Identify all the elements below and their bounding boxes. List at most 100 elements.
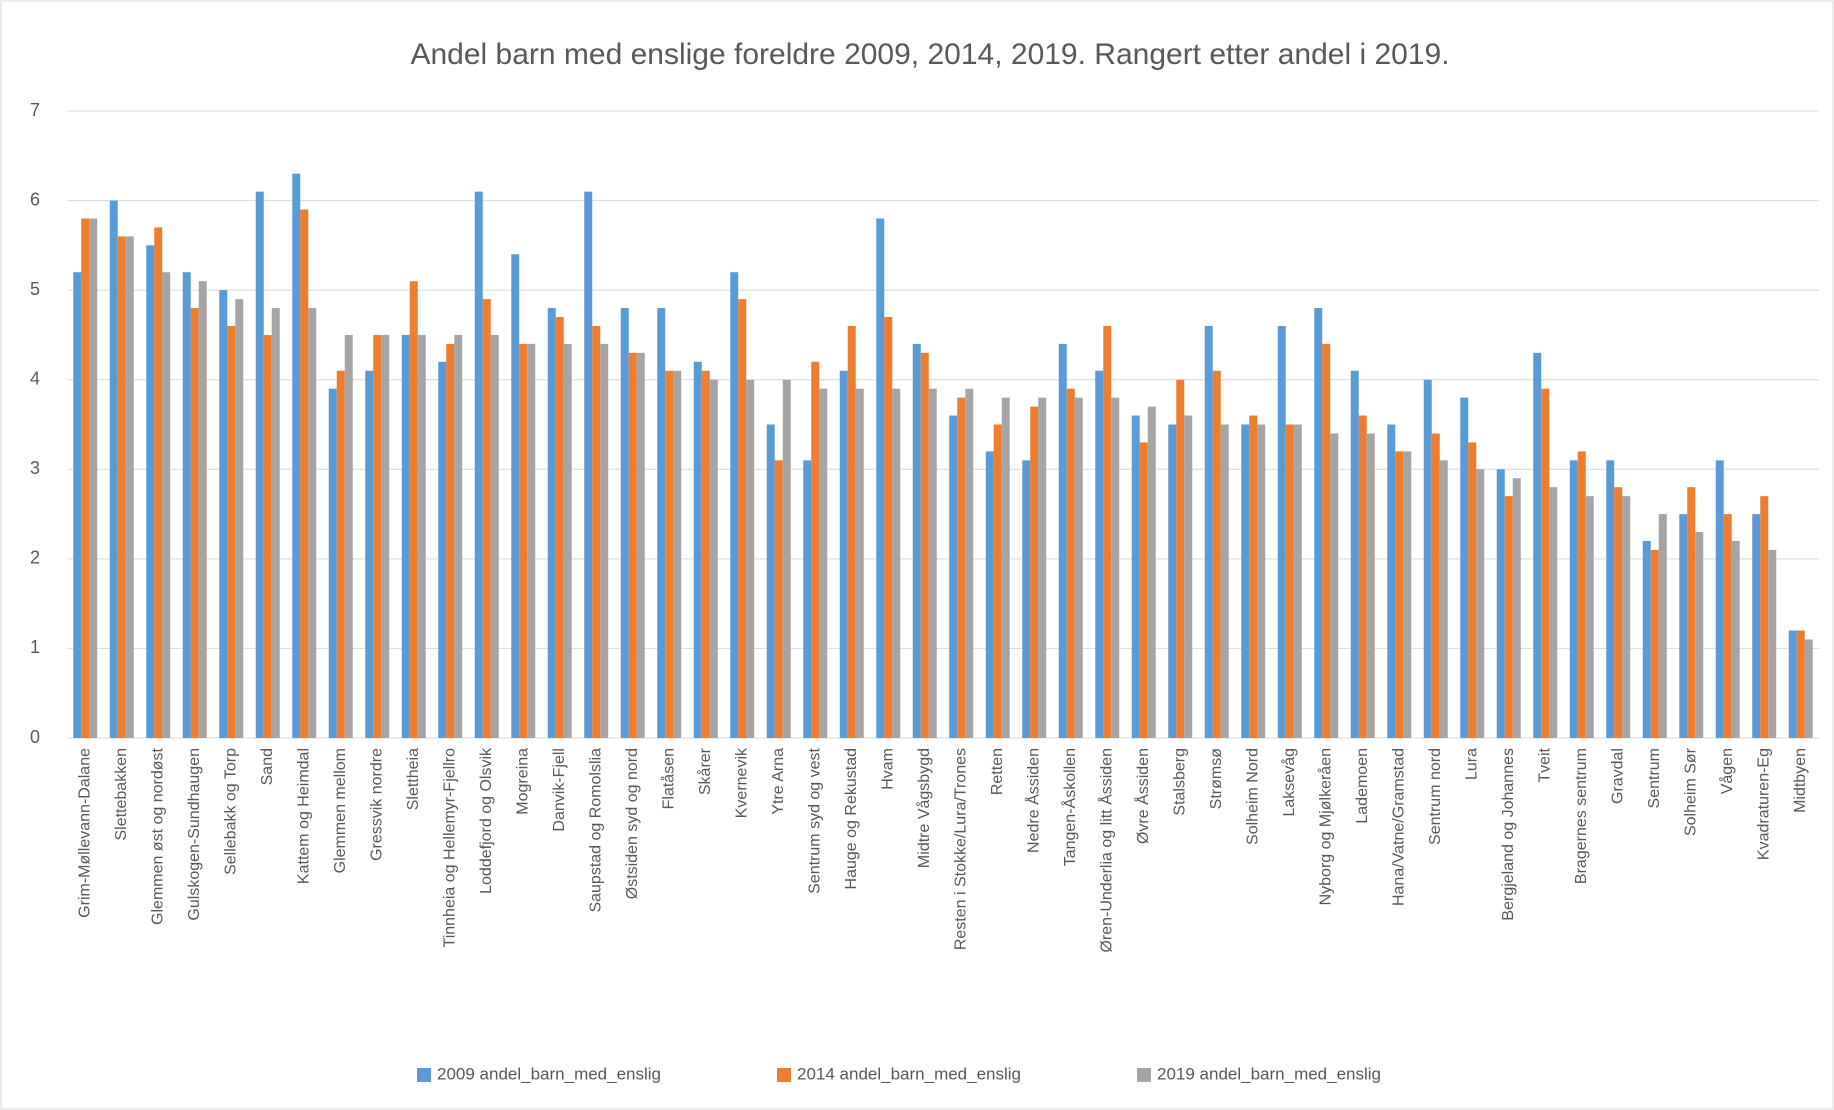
bar xyxy=(1476,469,1485,738)
bar xyxy=(1395,451,1404,738)
bar xyxy=(438,361,447,738)
bar xyxy=(782,379,791,738)
bar xyxy=(993,424,1002,738)
bar xyxy=(766,424,775,738)
bar xyxy=(1658,514,1667,738)
bar xyxy=(673,370,682,738)
x-tick-label: Sand xyxy=(259,748,276,785)
bar xyxy=(1614,487,1623,738)
bar xyxy=(519,343,528,738)
bar xyxy=(1804,639,1813,738)
x-tick-label: Danvik-Fjell xyxy=(551,748,568,832)
bar xyxy=(928,388,937,738)
bar xyxy=(308,308,317,738)
bar xyxy=(365,370,374,738)
x-tick-label: Saupstad og Romolslia xyxy=(587,748,604,913)
bar xyxy=(146,245,155,738)
bar xyxy=(1504,496,1513,738)
bar xyxy=(117,236,126,738)
x-tick-label: Stalsberg xyxy=(1171,748,1188,816)
bar xyxy=(300,209,309,738)
bar xyxy=(1679,514,1688,738)
bar xyxy=(1241,424,1250,738)
bar xyxy=(401,334,410,738)
x-tick-label: Lura xyxy=(1463,748,1480,780)
bar xyxy=(949,415,958,738)
bar xyxy=(1533,352,1542,738)
x-tick-label: Solheim Nord xyxy=(1244,748,1261,845)
x-tick-label: Øren-Underlia og litt Åssiden xyxy=(1096,748,1115,953)
legend-label: 2014 andel_barn_med_enslig xyxy=(797,1064,1021,1083)
bar xyxy=(474,191,483,739)
x-tick-label: Nyborg og Mjølkeråen xyxy=(1316,748,1334,905)
x-tick-label: Sentrum syd og vest xyxy=(806,747,823,893)
bar xyxy=(592,325,601,738)
bar xyxy=(1796,630,1805,738)
y-tick-label: 3 xyxy=(30,458,40,478)
bar xyxy=(1431,433,1440,738)
legend-swatch xyxy=(417,1068,431,1082)
bar xyxy=(1074,397,1083,738)
bar xyxy=(746,379,755,738)
bar xyxy=(1366,433,1375,738)
bar xyxy=(774,460,783,738)
bar xyxy=(1184,415,1193,738)
bar xyxy=(555,317,564,738)
bar xyxy=(1512,478,1521,738)
x-tick-label: Hauge og Rekustad xyxy=(843,748,860,889)
bar xyxy=(1257,424,1266,738)
bar xyxy=(912,343,921,738)
bar xyxy=(219,290,228,738)
x-tick-label: Solheim Sør xyxy=(1682,747,1699,836)
bar xyxy=(1423,379,1432,738)
bar xyxy=(1168,424,1177,738)
bar xyxy=(190,308,199,738)
bar xyxy=(373,334,382,738)
bar xyxy=(1350,370,1359,738)
x-tick-label: Ytre Arna xyxy=(770,748,787,815)
x-tick-label: Midtre Vågsbygd xyxy=(915,748,933,868)
bar xyxy=(600,343,609,738)
bar xyxy=(839,370,848,738)
bar xyxy=(1022,460,1031,738)
bar xyxy=(1314,308,1323,738)
x-tick-label: Slettheia xyxy=(405,748,422,810)
bar xyxy=(884,317,893,738)
x-tick-label: Glemmen mellom xyxy=(332,748,349,873)
bar xyxy=(73,272,82,738)
bar xyxy=(1293,424,1302,738)
bar xyxy=(409,281,418,738)
bar xyxy=(1723,514,1732,738)
x-tick-label: Lademoen xyxy=(1354,748,1371,824)
bar xyxy=(1358,415,1367,738)
x-tick-label: Tinnheia og Hellemyr-Fjellro xyxy=(441,748,458,948)
bar xyxy=(1541,388,1550,738)
chart-title: Andel barn med enslige foreldre 2009, 20… xyxy=(410,38,1449,71)
bar xyxy=(1460,397,1469,738)
x-tick-label: Gressvik nordre xyxy=(368,748,385,861)
y-tick-label: 7 xyxy=(30,100,40,120)
bar xyxy=(1439,460,1448,738)
bar xyxy=(1403,451,1412,738)
bar xyxy=(1715,460,1724,738)
y-tick-label: 0 xyxy=(30,727,40,747)
bar xyxy=(693,361,702,738)
bar xyxy=(1585,496,1594,738)
bar xyxy=(620,308,629,738)
x-tick-label: Kvernevik xyxy=(733,747,750,818)
x-tick-label: Gravdal xyxy=(1609,748,1626,804)
bar xyxy=(198,281,207,738)
y-tick-label: 1 xyxy=(30,637,40,657)
bar xyxy=(1204,325,1213,738)
bar xyxy=(336,370,345,738)
bar xyxy=(1606,460,1615,738)
bar xyxy=(263,334,272,738)
bar xyxy=(1066,388,1075,738)
bar xyxy=(892,388,901,738)
bar xyxy=(920,352,929,738)
bar xyxy=(1285,424,1294,738)
bar xyxy=(446,343,455,738)
bar xyxy=(511,254,520,739)
bar xyxy=(1330,433,1339,738)
bar xyxy=(1111,397,1120,738)
